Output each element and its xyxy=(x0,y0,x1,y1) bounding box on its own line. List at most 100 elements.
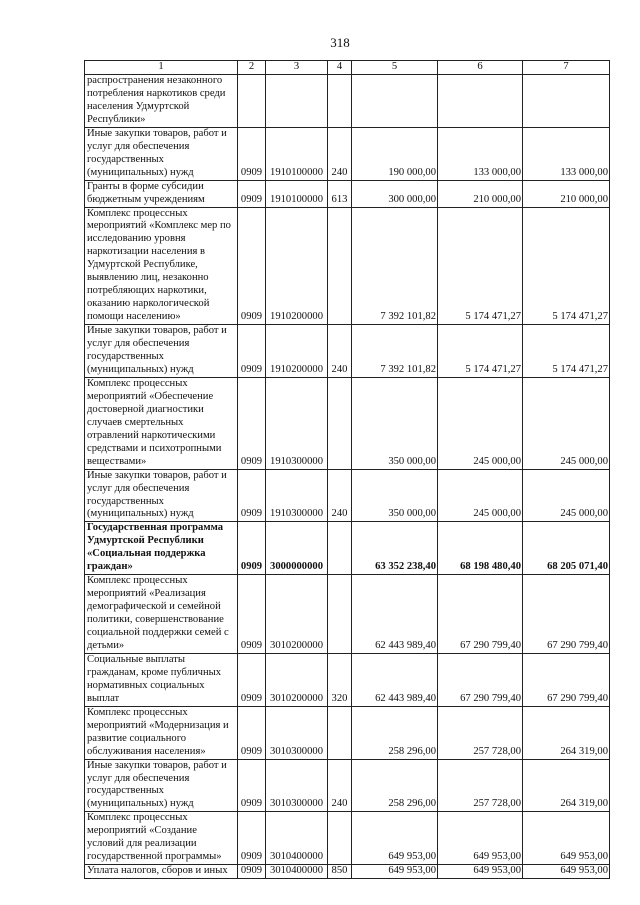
row-name: Комплекс процессных мероприятий «Модерни… xyxy=(84,705,238,760)
table-row: распространения незаконного потребления … xyxy=(84,74,610,128)
expense-type-code: 850 xyxy=(327,864,352,880)
amount-col6: 210 000,00 xyxy=(437,179,523,208)
column-header-4: 4 xyxy=(327,60,352,75)
section-code: 0909 xyxy=(237,758,266,813)
amount-col5: 300 000,00 xyxy=(351,179,438,208)
row-name: Иные закупки товаров, работ и услуг для … xyxy=(84,324,238,378)
table-row: Уплата налогов, сборов и иных 0909 3010400… xyxy=(84,864,610,880)
expense-type-code xyxy=(327,811,352,866)
column-header-2: 2 xyxy=(237,60,266,75)
row-name: Гранты в форме субсидии бюджетным учрежд… xyxy=(84,179,238,208)
section-code: 0909 xyxy=(237,521,266,576)
section-code xyxy=(237,74,266,128)
amount-col7: 245 000,00 xyxy=(522,376,610,470)
amount-col5: 258 296,00 xyxy=(351,705,438,760)
amount-col5: 62 443 989,40 xyxy=(351,574,438,654)
amount-col7: 649 953,00 xyxy=(522,864,610,880)
section-code: 0909 xyxy=(237,652,266,707)
amount-col7: 67 290 799,40 xyxy=(522,574,610,654)
row-name: Комплекс процессных мероприятий «Комплек… xyxy=(84,206,238,326)
amount-col6: 257 728,00 xyxy=(437,758,523,813)
row-name: Иные закупки товаров, работ и услуг для … xyxy=(84,758,238,813)
amount-col5: 350 000,00 xyxy=(351,376,438,470)
section-code: 0909 xyxy=(237,574,266,654)
expense-type-code xyxy=(327,376,352,470)
expense-type-code: 240 xyxy=(327,468,352,523)
table-row: Комплекс процессных мероприятий «Создани… xyxy=(84,811,610,866)
table-row: Иные закупки товаров, работ и услуг для … xyxy=(84,468,610,523)
target-article-code: 1910100000 xyxy=(265,179,328,208)
amount-col5: 63 352 238,40 xyxy=(351,521,438,576)
table-row: Комплекс процессных мероприятий «Реализа… xyxy=(84,574,610,654)
amount-col5: 7 392 101,82 xyxy=(351,324,438,378)
table-row: Социальные выплаты гражданам, кроме публ… xyxy=(84,652,610,707)
target-article-code: 3010400000 xyxy=(265,864,328,880)
target-article-code: 1910100000 xyxy=(265,126,328,181)
section-code: 0909 xyxy=(237,864,266,880)
section-code: 0909 xyxy=(237,705,266,760)
target-article-code: 1910200000 xyxy=(265,324,328,378)
amount-col7: 67 290 799,40 xyxy=(522,652,610,707)
expense-type-code: 613 xyxy=(327,179,352,208)
expense-type-code xyxy=(327,74,352,128)
amount-col6: 68 198 480,40 xyxy=(437,521,523,576)
expense-type-code xyxy=(327,206,352,326)
column-header-6: 6 xyxy=(437,60,523,75)
expense-type-code: 240 xyxy=(327,758,352,813)
table-row: Комплекс процессных мероприятий «Комплек… xyxy=(84,206,610,326)
section-code: 0909 xyxy=(237,468,266,523)
table-row: Иные закупки товаров, работ и услуг для … xyxy=(84,758,610,813)
amount-col5: 649 953,00 xyxy=(351,811,438,866)
amount-col6: 245 000,00 xyxy=(437,468,523,523)
amount-col7: 210 000,00 xyxy=(522,179,610,208)
amount-col6: 5 174 471,27 xyxy=(437,206,523,326)
amount-col7 xyxy=(522,74,610,128)
amount-col7: 264 319,00 xyxy=(522,758,610,813)
amount-col5: 350 000,00 xyxy=(351,468,438,523)
section-code: 0909 xyxy=(237,206,266,326)
target-article-code: 3010400000 xyxy=(265,811,328,866)
row-name: Комплекс процессных мероприятий «Создани… xyxy=(84,811,238,866)
amount-col6: 5 174 471,27 xyxy=(437,324,523,378)
target-article-code: 3010200000 xyxy=(265,574,328,654)
column-header-5: 5 xyxy=(351,60,438,75)
expense-type-code: 320 xyxy=(327,652,352,707)
amount-col6: 649 953,00 xyxy=(437,864,523,880)
target-article-code: 1910200000 xyxy=(265,206,328,326)
target-article-code: 1910300000 xyxy=(265,468,328,523)
expense-type-code xyxy=(327,705,352,760)
row-name: Социальные выплаты гражданам, кроме публ… xyxy=(84,652,238,707)
amount-col7: 649 953,00 xyxy=(522,811,610,866)
target-article-code: 3010300000 xyxy=(265,705,328,760)
amount-col5: 62 443 989,40 xyxy=(351,652,438,707)
amount-col7: 133 000,00 xyxy=(522,126,610,181)
amount-col6: 67 290 799,40 xyxy=(437,652,523,707)
column-header-3: 3 xyxy=(265,60,328,75)
amount-col5: 258 296,00 xyxy=(351,758,438,813)
table-row: Комплекс процессных мероприятий «Модерни… xyxy=(84,705,610,760)
table-row: Государственная программа Удмуртской Рес… xyxy=(84,521,610,576)
table-row: Иные закупки товаров, работ и услуг для … xyxy=(84,324,610,378)
table-row: Иные закупки товаров, работ и услуг для … xyxy=(84,126,610,181)
amount-col6: 257 728,00 xyxy=(437,705,523,760)
amount-col6: 245 000,00 xyxy=(437,376,523,470)
row-name: Комплекс процессных мероприятий «Обеспеч… xyxy=(84,376,238,470)
amount-col6: 133 000,00 xyxy=(437,126,523,181)
amount-col7: 245 000,00 xyxy=(522,468,610,523)
row-name: Иные закупки товаров, работ и услуг для … xyxy=(84,468,238,523)
amount-col7: 5 174 471,27 xyxy=(522,206,610,326)
row-name: распространения незаконного потребления … xyxy=(84,74,238,128)
target-article-code: 3000000000 xyxy=(265,521,328,576)
section-code: 0909 xyxy=(237,126,266,181)
target-article-code: 3010200000 xyxy=(265,652,328,707)
expense-type-code: 240 xyxy=(327,324,352,378)
expense-type-code xyxy=(327,521,352,576)
target-article-code xyxy=(265,74,328,128)
amount-col6 xyxy=(437,74,523,128)
amount-col7: 68 205 071,40 xyxy=(522,521,610,576)
column-header-7: 7 xyxy=(522,60,610,75)
column-header-1: 1 xyxy=(84,60,238,75)
amount-col5 xyxy=(351,74,438,128)
expense-type-code xyxy=(327,574,352,654)
